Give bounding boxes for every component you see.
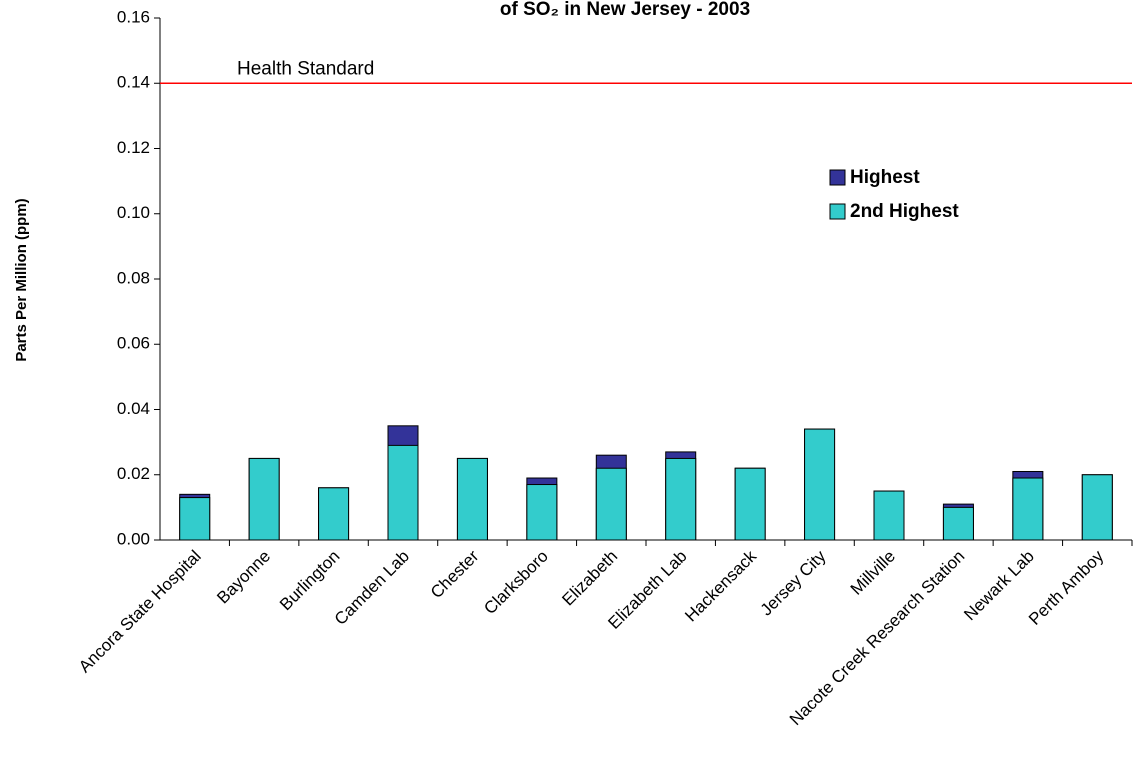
x-tick-label: Camden Lab <box>331 547 413 629</box>
y-tick-label: 0.00 <box>117 529 150 548</box>
x-tick-label: Hackensack <box>681 546 760 625</box>
x-tick-label: Elizabeth <box>558 547 621 610</box>
x-tick-label: Perth Amboy <box>1025 546 1108 629</box>
x-tick-label: Chester <box>427 546 483 602</box>
bar <box>387 444 419 541</box>
bar <box>942 506 974 541</box>
bar <box>456 457 488 541</box>
bar <box>734 467 766 541</box>
bar <box>179 497 211 541</box>
x-tick-label: Bayonne <box>213 547 274 608</box>
y-tick-label: 0.14 <box>117 73 150 92</box>
y-tick-label: 0.04 <box>117 399 150 418</box>
x-tick-label: Newark Lab <box>960 547 1038 625</box>
legend-swatch <box>829 203 846 220</box>
x-tick-label: Ancora State Hospital <box>75 547 205 677</box>
y-tick-label: 0.02 <box>117 464 150 483</box>
bar <box>526 484 558 541</box>
bar <box>318 487 350 541</box>
y-tick-label: 0.08 <box>117 268 150 287</box>
legend-swatch <box>829 169 846 186</box>
chart-title: of SO₂ in New Jersey - 2003 <box>500 0 750 20</box>
x-tick-label: Millville <box>847 547 899 599</box>
legend-label: Highest <box>850 167 920 188</box>
y-tick-label: 0.10 <box>117 203 150 222</box>
y-tick-label: 0.16 <box>117 7 150 26</box>
bar <box>1012 477 1044 541</box>
x-tick-label: Jersey City <box>757 546 830 619</box>
bar <box>1081 474 1113 541</box>
x-tick-label: Clarksboro <box>480 547 552 619</box>
bar <box>595 467 627 541</box>
y-axis-label: Parts Per Million (ppm) <box>13 198 30 361</box>
y-tick-label: 0.06 <box>117 334 150 353</box>
bar <box>804 428 836 541</box>
bar <box>665 457 697 541</box>
legend-label: 2nd Highest <box>850 201 959 222</box>
bar <box>248 457 280 541</box>
bar <box>873 490 905 541</box>
y-tick-label: 0.12 <box>117 138 150 157</box>
reference-label: Health Standard <box>237 58 374 79</box>
x-tick-label: Burlington <box>276 547 344 615</box>
